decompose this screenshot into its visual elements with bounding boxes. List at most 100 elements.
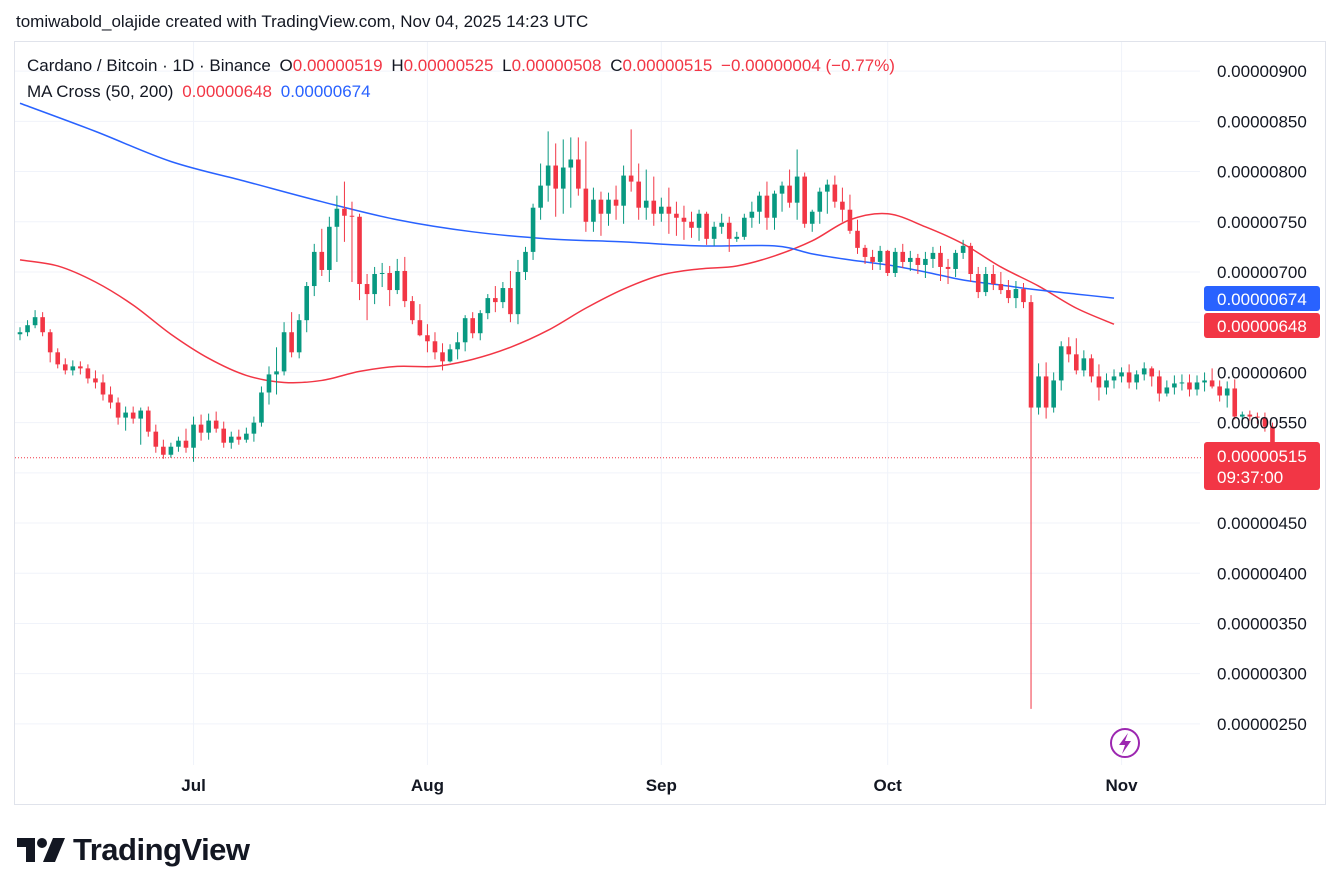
candle-body xyxy=(1089,358,1094,377)
candle-body xyxy=(802,176,807,224)
candle-body xyxy=(183,440,189,448)
price-tick-label: 0.00000300 xyxy=(1217,665,1307,684)
candle xyxy=(1255,412,1260,424)
candle xyxy=(168,442,174,458)
candle-body xyxy=(1028,302,1034,408)
candle xyxy=(636,163,641,220)
candle-body xyxy=(379,272,385,274)
candle-body xyxy=(764,195,770,218)
candle-body xyxy=(1187,382,1192,390)
candle xyxy=(991,264,996,291)
candle xyxy=(915,253,921,274)
candle xyxy=(538,163,543,220)
candle xyxy=(523,246,528,281)
candle-body xyxy=(598,199,604,214)
candle xyxy=(666,187,672,234)
candle xyxy=(47,329,53,363)
candle xyxy=(945,258,951,285)
candle-body xyxy=(213,420,219,429)
candle xyxy=(447,344,453,363)
candle-body xyxy=(583,188,589,222)
candle-body xyxy=(130,412,136,419)
candle-body xyxy=(334,208,340,227)
candle-body xyxy=(945,266,951,269)
candle xyxy=(1036,363,1041,415)
candle xyxy=(198,414,204,441)
candle xyxy=(1179,374,1185,391)
candle-body xyxy=(726,222,732,239)
ohlc-row: Cardano / Bitcoin · 1D · Binance O0.0000… xyxy=(27,53,899,79)
ma50-line-layer xyxy=(19,212,1115,384)
candle-body xyxy=(108,394,113,403)
candle xyxy=(847,194,853,234)
candle xyxy=(334,195,340,262)
lightning-icon[interactable] xyxy=(1110,728,1140,758)
candle xyxy=(410,296,415,325)
candle xyxy=(553,143,558,217)
candle xyxy=(402,256,408,308)
candle-body xyxy=(711,226,717,239)
candle xyxy=(545,131,551,202)
indicator-title[interactable]: MA Cross (50, 200) xyxy=(27,82,174,101)
candle-body xyxy=(55,352,61,365)
candle-body xyxy=(545,165,551,186)
candle-body xyxy=(794,176,800,203)
ma50-tag-value: 0.00000648 xyxy=(1217,317,1307,336)
candle-body xyxy=(1217,386,1222,396)
candle xyxy=(32,310,38,329)
candle xyxy=(342,181,347,242)
time-tick-label: Sep xyxy=(646,776,677,795)
candle xyxy=(877,245,883,270)
candle-body xyxy=(651,200,657,214)
candle xyxy=(130,406,136,424)
candle-body xyxy=(153,431,159,447)
ma50-price-tag: 0.00000648 xyxy=(1204,313,1320,338)
candle-body xyxy=(1021,289,1026,303)
candle-body xyxy=(553,165,558,189)
candle-body xyxy=(560,167,566,189)
candle xyxy=(311,243,317,297)
candle-body xyxy=(17,332,23,335)
candle xyxy=(327,216,332,283)
candle-body xyxy=(417,320,423,336)
candle-body xyxy=(296,320,302,353)
candle-body xyxy=(251,422,257,434)
candle-body xyxy=(975,273,981,293)
candle-body xyxy=(606,199,611,214)
candle-body xyxy=(198,424,204,433)
candle xyxy=(251,416,257,442)
candle xyxy=(85,364,91,384)
candle xyxy=(862,244,868,264)
candle-body xyxy=(1224,388,1230,396)
symbol-title[interactable]: Cardano / Bitcoin · 1D · Binance xyxy=(27,56,271,75)
candle-body xyxy=(281,332,287,372)
candle xyxy=(485,294,491,320)
candle-body xyxy=(953,252,958,269)
candle xyxy=(704,211,709,245)
candle xyxy=(832,175,838,208)
candle xyxy=(372,266,377,305)
candle-body xyxy=(342,208,347,216)
candle xyxy=(938,245,943,282)
candle-body xyxy=(1119,372,1124,377)
candle xyxy=(1119,367,1124,383)
candle-body xyxy=(364,284,370,295)
candle xyxy=(1021,283,1026,309)
ma200-line xyxy=(19,102,1115,299)
candle xyxy=(387,265,393,307)
candle xyxy=(417,304,423,337)
tradingview-logo[interactable]: TradingView xyxy=(17,832,250,868)
candle xyxy=(244,427,249,443)
candle-body xyxy=(477,313,483,334)
candle xyxy=(689,211,694,238)
candle-body xyxy=(311,251,317,287)
candle xyxy=(206,413,211,440)
candle xyxy=(1096,364,1102,401)
candle-body xyxy=(772,193,777,218)
candle-body xyxy=(870,256,875,262)
bar-countdown: 09:37:00 xyxy=(1217,468,1283,487)
candle-body xyxy=(576,159,581,189)
candle-body xyxy=(1006,290,1011,299)
candle-body xyxy=(530,207,536,252)
